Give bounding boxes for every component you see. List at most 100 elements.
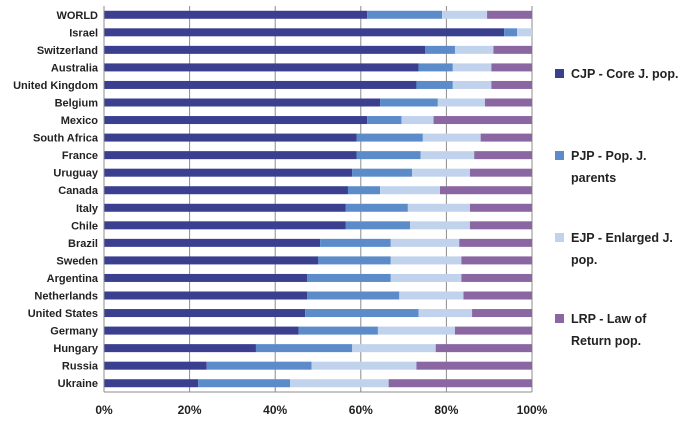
bar-segment — [206, 361, 312, 370]
x-tick-label: 60% — [349, 403, 373, 417]
bar-segment — [104, 256, 318, 265]
category-label: Chile — [71, 220, 98, 232]
bar-segment — [104, 98, 381, 107]
bar-segment — [474, 151, 532, 160]
bar-segment — [104, 151, 357, 160]
bar-segment — [104, 361, 207, 370]
bar-segment — [104, 344, 256, 353]
legend-label: CJP - Core J. pop. — [571, 67, 678, 81]
bar-segment — [298, 326, 378, 335]
x-tick-label: 20% — [178, 403, 202, 417]
bar-segment — [356, 133, 423, 142]
bar-segment — [454, 45, 494, 54]
bar-segment — [377, 326, 455, 335]
bar-segment — [461, 256, 532, 265]
bar-segment — [493, 45, 532, 54]
bar-segment — [439, 186, 532, 195]
bar-segment — [380, 98, 438, 107]
bar-segment — [435, 344, 532, 353]
bar-segment — [104, 168, 353, 177]
category-label: France — [62, 150, 98, 162]
category-label: Italy — [76, 203, 99, 215]
bar-segment — [255, 344, 353, 353]
legend-swatch — [555, 314, 564, 323]
bar-segment — [318, 256, 391, 265]
bar-segment — [104, 63, 419, 72]
bar-segment — [418, 309, 473, 318]
bar-segment — [517, 28, 532, 37]
bar-segment — [290, 379, 389, 388]
bar-segment — [352, 168, 413, 177]
x-tick-label: 100% — [517, 403, 548, 417]
category-label: Brazil — [68, 238, 98, 250]
bar-segment — [307, 273, 391, 282]
bar-segment — [380, 186, 440, 195]
bar-segment — [104, 273, 308, 282]
category-label: Argentina — [47, 273, 99, 285]
bar-segment — [461, 273, 532, 282]
bar-segment — [104, 379, 199, 388]
bar-segment — [367, 10, 443, 19]
bar-segment — [390, 273, 462, 282]
bar-segment — [472, 309, 532, 318]
bar-segment — [491, 63, 532, 72]
bar-segment — [307, 291, 400, 300]
bar-segment — [487, 10, 532, 19]
category-label: Switzerland — [37, 45, 98, 57]
category-label: Canada — [58, 185, 99, 197]
x-tick-labels: 0% 20% 40% 60% 80% 100% — [95, 403, 547, 417]
bar-segment — [104, 221, 346, 230]
bar-segment — [407, 203, 470, 212]
category-label: Uruguay — [53, 168, 99, 180]
bar-segment — [198, 379, 291, 388]
bar-segment — [104, 203, 346, 212]
category-label: Netherlands — [34, 291, 98, 303]
category-label: United Kingdom — [13, 80, 98, 92]
bar-segment — [104, 45, 425, 54]
bar-segment — [104, 238, 321, 247]
legend: CJP - Core J. pop. PJP - Pop. J. parents EJ… — [555, 67, 678, 348]
bar-segment — [412, 168, 470, 177]
category-label: Mexico — [61, 115, 99, 127]
bar-segment — [311, 361, 417, 370]
bar-segment — [484, 98, 532, 107]
bar-segment — [416, 361, 532, 370]
bar-segment — [454, 326, 532, 335]
bar-segment — [425, 45, 455, 54]
bar-segment — [104, 309, 306, 318]
bar-segment — [401, 116, 434, 125]
bar-segment — [356, 151, 421, 160]
category-label: United States — [28, 308, 98, 320]
bar-segment — [442, 10, 488, 19]
bar-segment — [104, 291, 308, 300]
category-label: Belgium — [55, 98, 99, 110]
bars — [104, 10, 532, 388]
bar-segment — [305, 309, 419, 318]
bar-segment — [390, 256, 462, 265]
bar-segment — [320, 238, 391, 247]
bar-segment — [418, 63, 453, 72]
bar-segment — [388, 379, 532, 388]
bar-segment — [104, 28, 505, 37]
x-tick-label: 80% — [434, 403, 458, 417]
x-tick-label: 40% — [263, 403, 287, 417]
category-label: Australia — [51, 62, 99, 74]
bar-segment — [104, 326, 299, 335]
category-label: Ukraine — [58, 378, 98, 390]
bar-segment — [410, 221, 470, 230]
bar-segment — [504, 28, 518, 37]
legend-label: LRP - Law of Return pop. — [571, 312, 647, 348]
x-tick-label: 0% — [95, 403, 113, 417]
category-label: South Africa — [33, 133, 99, 145]
category-labels: WORLD Israel Switzerland Australia United Ki… — [13, 10, 99, 390]
legend-label: EJP - Enlarged J. pop. — [571, 231, 673, 267]
bar-segment — [422, 133, 481, 142]
bar-segment — [352, 344, 436, 353]
bar-segment — [463, 291, 532, 300]
legend-swatch — [555, 233, 564, 242]
legend-label: PJP - Pop. J. parents — [571, 149, 647, 185]
bar-segment — [437, 98, 485, 107]
bar-segment — [433, 116, 532, 125]
